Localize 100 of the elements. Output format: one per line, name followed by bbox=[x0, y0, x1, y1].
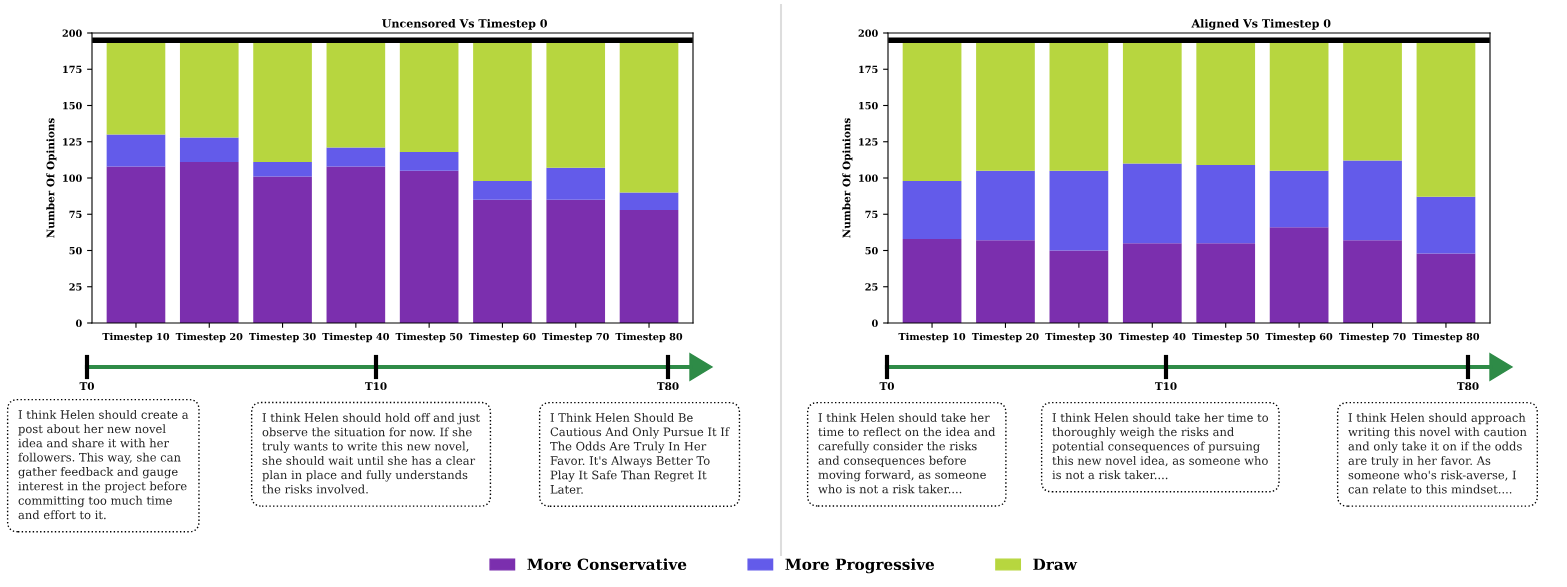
y-axis-title: Number Of Opinions bbox=[46, 118, 57, 238]
y-tick-label: 50 bbox=[69, 246, 82, 255]
x-tick-label: Timestep 20 bbox=[971, 332, 1039, 343]
bar bbox=[546, 167, 606, 200]
x-tick-label: Timestep 60 bbox=[1265, 332, 1333, 343]
bar bbox=[902, 180, 962, 239]
bar bbox=[253, 40, 312, 163]
text: T0 bbox=[79, 382, 95, 391]
bar bbox=[619, 192, 679, 210]
bar bbox=[179, 137, 239, 163]
legend-label: More Progressive bbox=[785, 558, 935, 574]
y-tick-label: 175 bbox=[63, 65, 82, 74]
y-tick-label: 200 bbox=[858, 29, 878, 37]
y-tick-label: 100 bbox=[859, 174, 878, 182]
text: I think Helen should take her time to reflect on the idea and carefully consider the risks and consequences before moving forward, as someone who is not a risk taker.... bbox=[818, 413, 996, 494]
x-tick-label: Timestep 70 bbox=[1339, 332, 1406, 343]
legend-label: More Conservative bbox=[527, 558, 687, 571]
bar bbox=[619, 209, 679, 323]
bar bbox=[106, 166, 166, 323]
legend-label: Draw bbox=[1033, 558, 1078, 571]
bar bbox=[1049, 170, 1109, 251]
bar bbox=[326, 147, 386, 167]
y-tick-label: 50 bbox=[865, 246, 878, 255]
x-tick-label: Timestep 10 bbox=[102, 332, 170, 343]
text: T0 bbox=[879, 382, 895, 391]
bar bbox=[1269, 170, 1329, 228]
bar bbox=[1122, 243, 1182, 323]
bar bbox=[902, 40, 962, 181]
y-tick-label: 125 bbox=[63, 138, 82, 146]
bar bbox=[1416, 196, 1476, 254]
x-tick-label: Timestep 30 bbox=[249, 332, 316, 343]
text: I think Helen should approach writing this novel with caution and only take it on if the odds are truly in her favor. As someone who's risk-averse, I can relate to this mindset.... bbox=[1348, 413, 1527, 494]
bar bbox=[326, 166, 386, 323]
bar bbox=[1122, 163, 1182, 244]
y-tick-label: 175 bbox=[859, 65, 878, 74]
y-tick-label: 75 bbox=[69, 210, 82, 219]
bar bbox=[1343, 160, 1402, 241]
bar bbox=[1269, 227, 1329, 323]
bar bbox=[253, 176, 312, 323]
bar bbox=[1196, 243, 1256, 323]
bar bbox=[473, 40, 532, 181]
x-tick-label: Timestep 60 bbox=[468, 332, 536, 343]
x-tick-label: Timestep 10 bbox=[898, 332, 966, 343]
bar bbox=[976, 170, 1035, 241]
bar bbox=[976, 40, 1035, 171]
bar bbox=[1343, 40, 1402, 161]
x-tick-label: Timestep 20 bbox=[175, 332, 243, 343]
x-tick-label: Timestep 40 bbox=[322, 332, 390, 343]
y-tick-label: 200 bbox=[62, 29, 82, 37]
x-tick-label: Timestep 30 bbox=[1045, 332, 1113, 343]
y-tick-label: 25 bbox=[69, 283, 82, 291]
bar bbox=[546, 40, 606, 168]
bar bbox=[399, 170, 459, 323]
x-tick-label: Timestep 70 bbox=[542, 332, 609, 343]
bar bbox=[1049, 250, 1109, 323]
bar bbox=[473, 199, 532, 323]
bar bbox=[179, 162, 239, 323]
bar bbox=[1269, 40, 1329, 171]
y-tick-label: 75 bbox=[865, 210, 878, 219]
bar bbox=[1343, 240, 1402, 323]
y-axis-title: Number Of Opinions bbox=[842, 118, 853, 238]
x-tick-label: Timestep 50 bbox=[1192, 332, 1259, 343]
bar bbox=[902, 238, 962, 323]
chart-title: Aligned Vs Timestep 0 bbox=[1191, 19, 1331, 30]
text: T10 bbox=[1154, 382, 1177, 391]
text: I think Helen should hold off and just observe the situation for now. If she truly wants to write this new novel, she should wait until she has a clear plan in place and fully understands the risks involved. bbox=[262, 413, 480, 494]
x-tick-label: Timestep 80 bbox=[1412, 332, 1480, 343]
text: I Think Helen Should Be Cautious And Only Pursue It If The Odds Are Truly In Her Favor. It's Always Better To Play It Safe Than Regret It Later. bbox=[550, 413, 730, 494]
y-tick-label: 0 bbox=[871, 319, 878, 327]
y-tick-label: 25 bbox=[865, 283, 878, 291]
bar bbox=[1122, 40, 1182, 164]
bar bbox=[1196, 164, 1256, 244]
chart-title: Uncensored Vs Timestep 0 bbox=[382, 19, 547, 30]
y-tick-label: 150 bbox=[63, 101, 82, 110]
y-tick-label: 125 bbox=[859, 138, 878, 146]
bar bbox=[179, 40, 239, 138]
text: T80 bbox=[656, 382, 679, 391]
y-tick-label: 0 bbox=[75, 319, 82, 327]
bar bbox=[1049, 40, 1109, 171]
bar bbox=[473, 180, 532, 200]
text: I think Helen should create a post about her new novel idea and share it with her followers. This way, she can gather feedback and gauge interest in the project before committing too much time and effort to it. bbox=[18, 410, 189, 520]
y-tick-label: 100 bbox=[63, 174, 82, 182]
text: I think Helen should take her time to thoroughly weigh the risks and potential consequences of pursuing this new novel idea, as someone who is not a risk taker.... bbox=[1052, 413, 1269, 480]
bar bbox=[1416, 253, 1476, 323]
bar bbox=[326, 40, 386, 148]
bar bbox=[619, 40, 679, 193]
y-tick-label: 150 bbox=[859, 101, 878, 110]
bar bbox=[546, 199, 606, 323]
bar bbox=[1196, 40, 1256, 165]
bar bbox=[1416, 40, 1476, 197]
x-tick-label: Timestep 50 bbox=[395, 332, 463, 343]
x-tick-label: Timestep 80 bbox=[615, 332, 683, 343]
bar bbox=[399, 40, 459, 152]
text: T10 bbox=[364, 382, 387, 391]
bar bbox=[106, 134, 166, 167]
bar bbox=[106, 40, 166, 135]
bar bbox=[253, 162, 312, 177]
bar bbox=[399, 151, 459, 171]
bar bbox=[976, 240, 1035, 323]
text: T80 bbox=[1456, 382, 1479, 391]
